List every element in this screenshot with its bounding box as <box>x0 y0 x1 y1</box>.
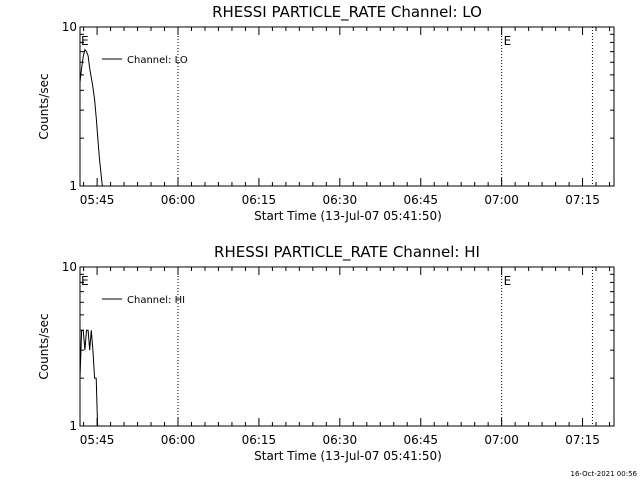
legend-entry: Channel: LO <box>127 55 188 66</box>
x-tick-label: 06:15 <box>242 193 277 207</box>
legend-entry: Channel: HI <box>127 295 185 306</box>
x-tick-label: 06:00 <box>161 193 196 207</box>
panel-hi <box>79 266 615 427</box>
x-tick-label: 06:45 <box>403 193 438 207</box>
y-axis-label: Counts/sec <box>37 313 51 379</box>
x-axis-label: Start Time (13-Jul-07 05:41:50) <box>254 209 442 223</box>
generation-timestamp: 16-Oct-2021 00:56 <box>571 470 638 478</box>
x-tick-label: 06:30 <box>323 433 358 447</box>
event-marker-label: E <box>504 274 512 288</box>
x-tick-label: 06:45 <box>403 433 438 447</box>
x-tick-label: 05:45 <box>80 433 115 447</box>
plot-frame <box>79 26 615 187</box>
x-tick-label: 06:00 <box>161 433 196 447</box>
x-tick-label: 07:00 <box>484 193 519 207</box>
y-tick-label: 1 <box>69 179 77 193</box>
event-marker-label: E <box>504 34 512 48</box>
chart-title: RHESSI PARTICLE_RATE Channel: LO <box>212 3 482 22</box>
plot-frame <box>79 266 615 427</box>
x-tick-label: 07:15 <box>565 433 600 447</box>
series-line-channel-hi <box>80 329 99 426</box>
y-tick-label: 10 <box>62 260 77 274</box>
series-line-channel-lo <box>80 48 103 186</box>
x-tick-label: 07:15 <box>565 193 600 207</box>
x-tick-label: 07:00 <box>484 433 519 447</box>
y-tick-label: 1 <box>69 419 77 433</box>
panel-lo <box>79 26 615 187</box>
x-tick-label: 06:15 <box>242 433 277 447</box>
y-tick-label: 10 <box>62 20 77 34</box>
x-tick-label: 05:45 <box>80 193 115 207</box>
x-axis-label: Start Time (13-Jul-07 05:41:50) <box>254 449 442 463</box>
chart-title: RHESSI PARTICLE_RATE Channel: HI <box>214 243 480 262</box>
start-marker-label: E <box>81 34 89 48</box>
y-axis-label: Counts/sec <box>37 73 51 139</box>
start-marker-label: E <box>81 274 89 288</box>
x-tick-label: 06:30 <box>323 193 358 207</box>
